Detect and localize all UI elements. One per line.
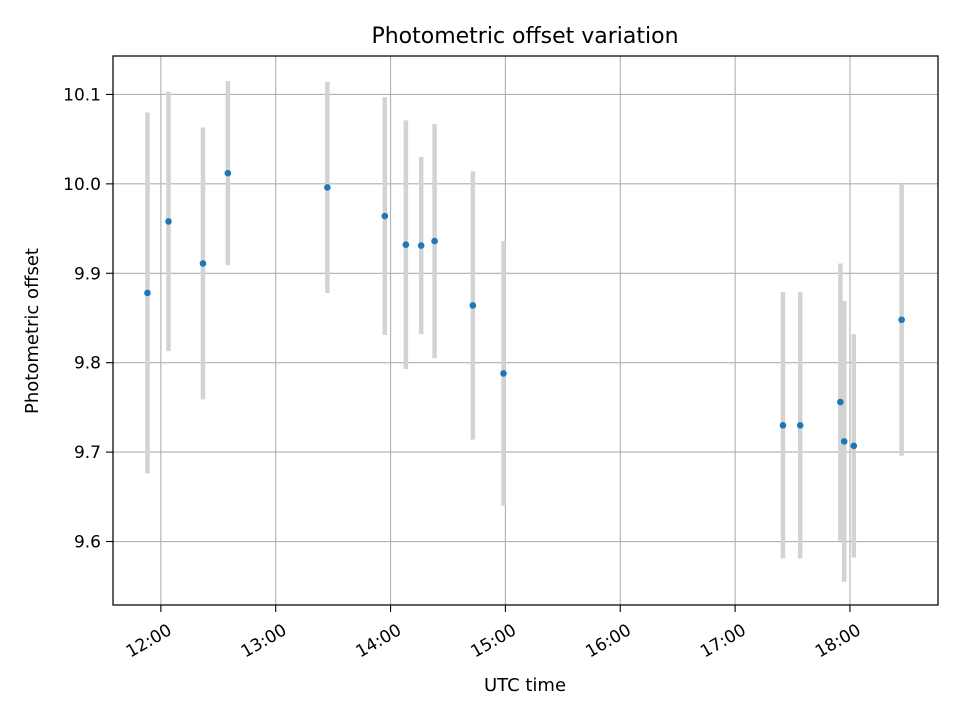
data-point [144, 289, 151, 297]
data-point [840, 438, 848, 445]
data-point [500, 370, 507, 377]
data-point [850, 442, 858, 450]
data-point [199, 260, 207, 267]
data-point [381, 212, 389, 220]
data-point [165, 218, 172, 225]
y-tick-label: 10.1 [63, 85, 101, 105]
data-point [431, 237, 438, 245]
plot-area-frame [112, 55, 939, 606]
y-tick-label: 9.8 [74, 354, 101, 374]
data-point [898, 316, 905, 324]
data-point [779, 421, 787, 429]
data-point [224, 169, 232, 177]
y-axis-ticks: 9.6 9.7 9.8 9.9 10.0 10.1 [63, 85, 113, 553]
y-tick-label: 9.7 [74, 443, 101, 463]
data-point [417, 242, 425, 249]
data-points [144, 169, 905, 450]
data-point [402, 241, 410, 248]
chart-title: Photometric offset variation [371, 24, 678, 49]
y-tick-label: 10.0 [63, 175, 101, 195]
data-point [837, 398, 844, 406]
y-axis-label: Photometric offset [22, 248, 43, 414]
data-point [469, 302, 477, 309]
data-point [796, 421, 804, 429]
data-point [324, 184, 331, 191]
y-tick-label: 9.9 [74, 264, 101, 284]
x-axis-label: UTC time [484, 675, 566, 696]
y-tick-label: 9.6 [74, 533, 101, 553]
